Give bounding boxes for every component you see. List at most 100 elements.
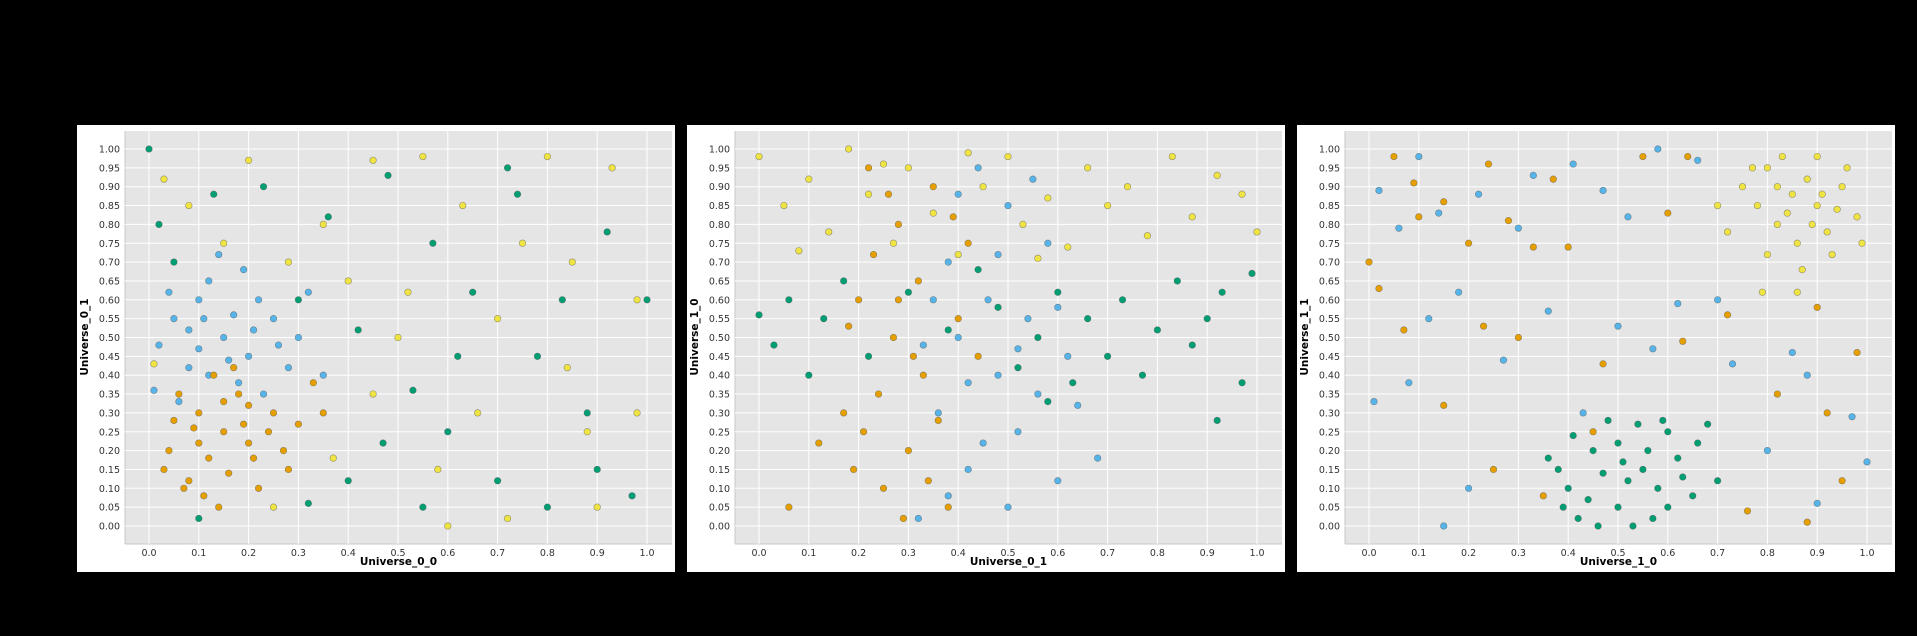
data-point [994,371,1002,379]
data-point [1858,239,1866,247]
data-point [1788,348,1796,357]
y-tick-label: 1.00 [99,145,120,156]
y-tick-label: 0.85 [1319,201,1340,212]
data-point [1213,416,1221,425]
data-point [994,250,1002,259]
data-point [240,420,248,428]
data-point [904,288,912,296]
data-point [1153,326,1162,334]
y-tick-label: 1.00 [709,145,730,156]
y-tick-label: 0.25 [99,427,120,438]
data-point [1773,183,1781,191]
data-point [780,201,788,210]
data-point [240,266,248,274]
data-point [1370,397,1378,406]
data-point [840,409,848,417]
data-point [879,160,888,168]
data-point [185,326,193,334]
data-point [294,296,302,304]
y-tick-label: 0.10 [1319,484,1340,495]
y-tick-label: 0.50 [1319,333,1340,344]
data-point [1714,201,1722,210]
data-point [1853,213,1861,221]
data-point [1514,333,1522,342]
y-tick-label: 0.35 [709,390,730,401]
x-tick-label: 0.3 [901,548,916,559]
data-point [513,190,522,198]
data-point [1589,428,1597,436]
data-point [1375,186,1383,195]
data-point [284,364,293,372]
data-point [1758,288,1767,296]
data-point [1484,160,1493,168]
data-point [805,371,813,379]
data-point [1123,183,1132,191]
data-point [429,239,437,247]
x-axis-label: Universe_0_1 [970,556,1047,568]
data-point [1104,352,1112,360]
data-point [1659,416,1667,425]
data-point [1798,266,1806,274]
data-point [1544,454,1552,462]
x-tick-label: 0.9 [1810,548,1825,559]
data-point [1689,492,1697,500]
x-tick-label: 0.0 [1361,548,1376,559]
data-point [1238,379,1246,387]
data-point [869,250,878,259]
data-point [1813,152,1821,161]
data-point [1004,152,1012,161]
x-tick-label: 0.4 [341,548,356,559]
y-tick-label: 0.65 [1319,276,1340,287]
data-point [1639,152,1647,161]
data-point [1778,152,1786,161]
data-point [1649,514,1657,523]
data-point [1848,413,1856,421]
data-point [319,409,327,417]
data-point [344,477,352,485]
data-point [269,315,278,323]
y-tick-label: 0.70 [709,258,730,269]
data-point [929,183,937,191]
x-tick-label: 0.8 [1150,548,1165,559]
data-point [1504,217,1513,225]
data-point [785,296,793,304]
data-point [919,371,927,379]
data-point [755,152,763,161]
data-point [994,303,1002,311]
data-point [864,352,873,360]
data-point [245,352,253,360]
data-point [175,390,183,398]
data-point [1044,194,1052,202]
data-point [1704,420,1712,428]
data-point [889,239,898,247]
data-point [1728,360,1737,368]
data-point [1118,296,1127,304]
x-tick-label: 0.0 [751,548,766,559]
scatter-plot-1: 0.0 0.1 0.2 0.3 0.4 0.5 0.6 0.7 0.8 0.9 1.0 0.00 0.0… [79,131,672,568]
data-point [1173,277,1181,285]
data-point [195,439,203,447]
data-point [1440,198,1448,206]
data-point [770,341,778,349]
data-point [494,477,502,485]
data-point [1084,164,1092,172]
data-point [593,465,601,474]
data-point [1838,183,1846,191]
data-point [1714,296,1722,304]
data-point [904,447,912,455]
data-point [1723,311,1732,319]
data-point [150,360,158,368]
data-point [894,220,903,228]
data-point [1614,322,1622,330]
data-point [269,409,278,417]
x-tick-label: 0.8 [540,548,555,559]
y-tick-label: 0.05 [99,503,120,514]
data-point [185,364,193,372]
data-point [409,386,417,394]
data-point [1649,345,1657,353]
data-point [1748,164,1757,172]
scatter-plot-3: 0.0 0.1 0.2 0.3 0.4 0.5 0.6 0.7 0.8 0.9 1.0 0.00 0.0… [1299,131,1892,568]
data-point [845,322,853,330]
data-point [444,428,452,436]
y-tick-label: 0.40 [709,371,730,382]
